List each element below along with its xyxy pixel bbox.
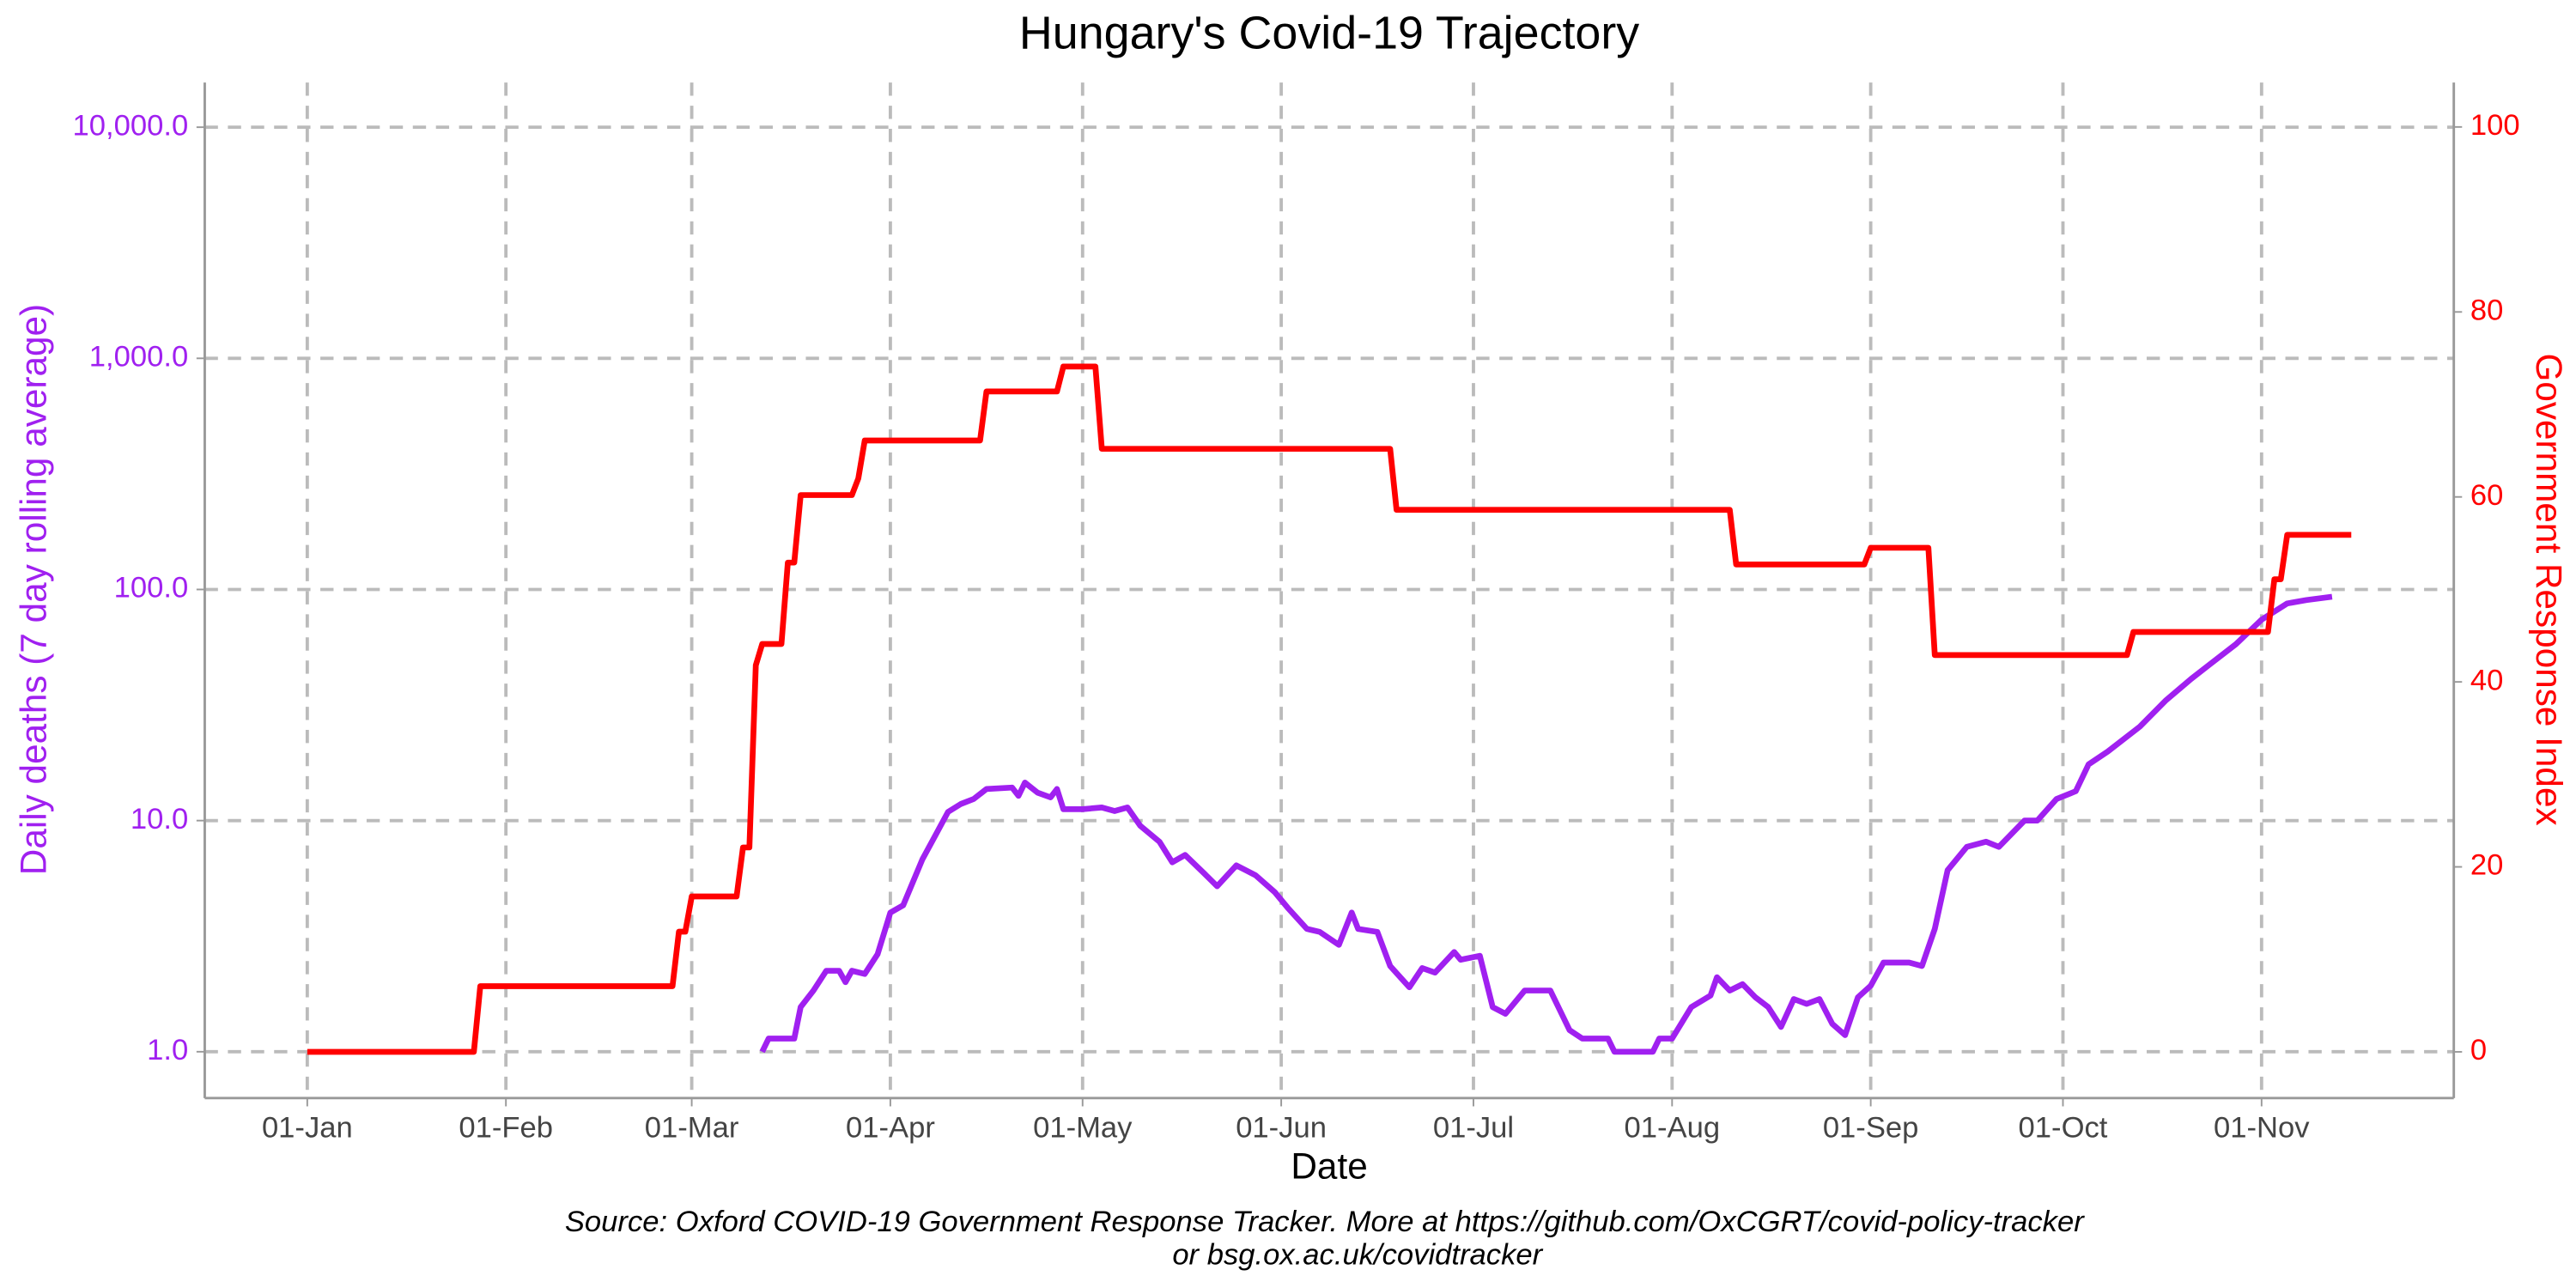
x-tick-label: 01-Apr (846, 1112, 935, 1145)
y-tick-label: 10.0 (131, 803, 188, 835)
x-tick-label: 01-Jun (1236, 1112, 1327, 1145)
chart-title: Hungary's Covid-19 Trajectory (1019, 8, 1639, 59)
y2-tick-label: 40 (2470, 664, 2504, 696)
x-tick-label: 01-Sep (1823, 1112, 1919, 1145)
y-tick-label: 100.0 (114, 572, 189, 605)
x-tick-label: 01-Aug (1624, 1112, 1720, 1145)
y2-tick-label: 80 (2470, 294, 2504, 326)
y2-tick-label: 60 (2470, 479, 2504, 512)
series-line (759, 593, 2333, 1055)
y-tick-label: 1.0 (147, 1034, 188, 1066)
caption: or bsg.ox.ac.uk/covidtracker (1172, 1239, 1543, 1272)
caption: Source: Oxford COVID-19 Government Respo… (565, 1206, 2085, 1238)
y-tick-label: 1,000.0 (89, 340, 188, 373)
y2-tick-label: 20 (2470, 849, 2504, 882)
y-axis-title: Daily deaths (7 day rolling average) (13, 304, 53, 875)
plot (307, 363, 2352, 1055)
x-tick-label: 01-Nov (2214, 1112, 2310, 1145)
series-line (307, 363, 2352, 1055)
x-tick-label: 01-Mar (645, 1112, 739, 1145)
y2-axis-title: Government Response Index (2529, 353, 2569, 825)
x-axis-title: Date (1291, 1146, 1367, 1187)
y2-tick-label: 0 (2470, 1034, 2487, 1066)
x-tick-label: 01-Oct (2019, 1112, 2108, 1145)
x-tick-label: 01-Jul (1433, 1112, 1514, 1145)
x-tick-label: 01-Feb (459, 1112, 553, 1145)
x-tick-label: 01-May (1033, 1112, 1133, 1145)
grid (204, 82, 2454, 1098)
y-tick-label: 10,000.0 (72, 109, 188, 142)
y2-tick-label: 100 (2470, 109, 2520, 142)
x-tick-label: 01-Jan (262, 1112, 353, 1145)
